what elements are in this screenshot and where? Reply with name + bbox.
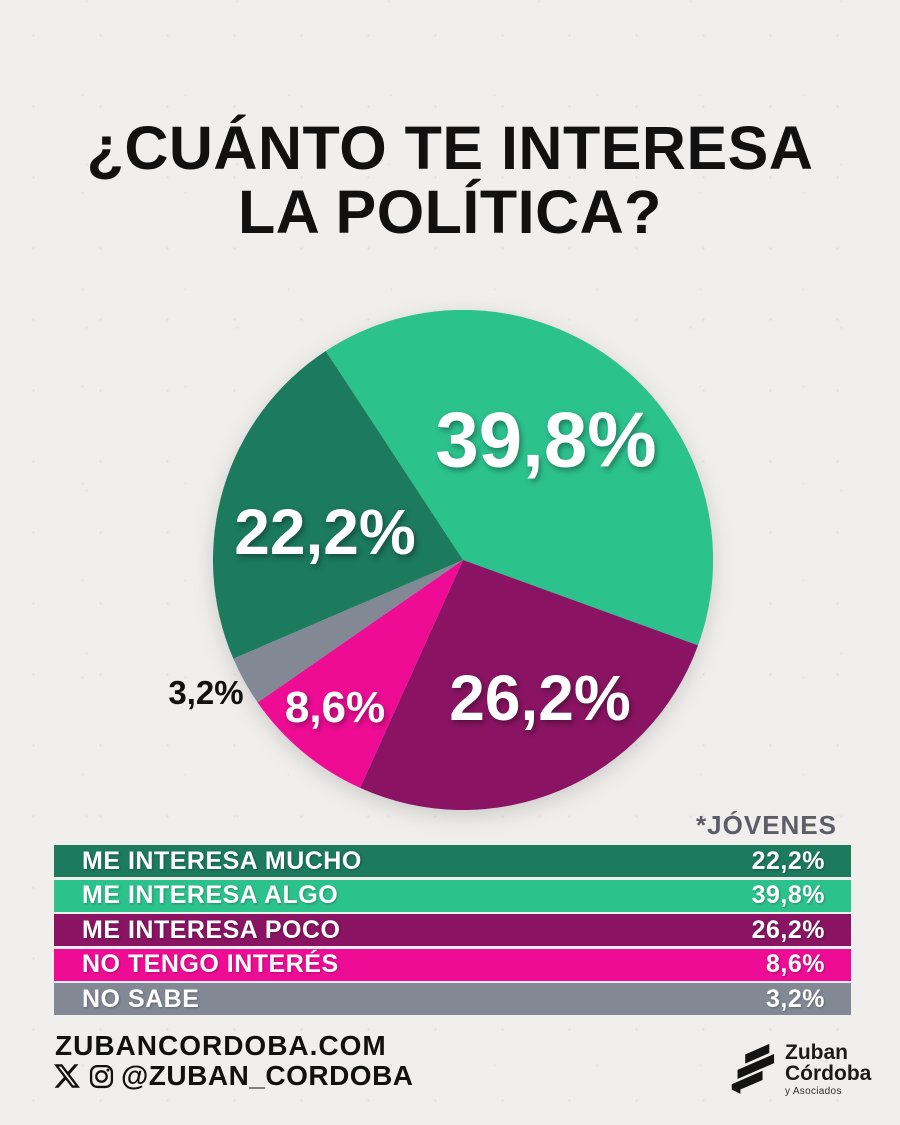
legend-label: ME INTERESA POCO [82, 915, 341, 944]
pie-slice-0 [325, 309, 714, 646]
zuban-cordoba-logo-icon [731, 1043, 775, 1094]
page-title-line1: ¿CUÁNTO TE INTERESA [86, 114, 814, 182]
pie-slice-4 [213, 351, 463, 659]
pie-label-algo: 39,8% [435, 395, 657, 484]
legend-row-algo: ME INTERESA ALGO 39,8% [54, 879, 851, 912]
legend-table: ME INTERESA MUCHO 22,2% ME INTERESA ALGO… [54, 845, 851, 1018]
pie-label-no-sabe: 3,2% [168, 674, 244, 711]
x-twitter-icon[interactable] [53, 1062, 81, 1090]
instagram-icon[interactable] [87, 1062, 115, 1090]
legend-label: ME INTERESA MUCHO [82, 846, 362, 875]
brand-text: Zuban Córdoba y Asociados [785, 1038, 871, 1097]
audience-note: *JÓVENES [696, 810, 837, 840]
pie-chart-container [213, 309, 714, 811]
legend-row-mucho: ME INTERESA MUCHO 22,2% [54, 845, 851, 877]
legend-label: NO SABE [82, 984, 200, 1013]
brand-name-line2: Córdoba [785, 1062, 872, 1085]
social-row: @ZUBAN_CORDOBA [53, 1060, 414, 1092]
page-title: ¿CUÁNTO TE INTERESA LA POLÍTICA? [0, 116, 900, 244]
legend-label: NO TENGO INTERÉS [82, 950, 339, 978]
social-handle[interactable]: @ZUBAN_CORDOBA [121, 1060, 414, 1091]
page-title-line2: LA POLÍTICA? [238, 178, 662, 246]
pie-label-mucho: 22,2% [234, 496, 416, 568]
legend-value: 3,2% [766, 984, 825, 1013]
pie-slice-3 [233, 560, 463, 703]
pie-chart [213, 309, 714, 811]
brand-subtitle: y Asociados [785, 1086, 842, 1097]
legend-value: 22,2% [751, 846, 825, 875]
pie-label-poco: 26,2% [449, 662, 631, 734]
website-link[interactable]: ZUBANCORDOBA.COM [55, 1030, 387, 1061]
legend-value: 8,6% [766, 950, 825, 978]
pie-slice-1 [360, 560, 698, 811]
legend-value: 39,8% [751, 881, 825, 909]
legend-label: ME INTERESA ALGO [82, 881, 339, 909]
pie-slice-2 [257, 560, 463, 788]
pie-label-no-tengo-interes: 8,6% [284, 683, 386, 732]
legend-row-poco: ME INTERESA POCO 26,2% [54, 914, 851, 946]
brand-name-line1: Zuban [785, 1041, 848, 1064]
legend-row-no-sabe: NO SABE 3,2% [54, 983, 851, 1015]
legend-row-no-tengo-interes: NO TENGO INTERÉS 8,6% [54, 948, 851, 981]
brand-logo: Zuban Córdoba y Asociados [726, 1038, 871, 1097]
legend-value: 26,2% [751, 915, 825, 944]
